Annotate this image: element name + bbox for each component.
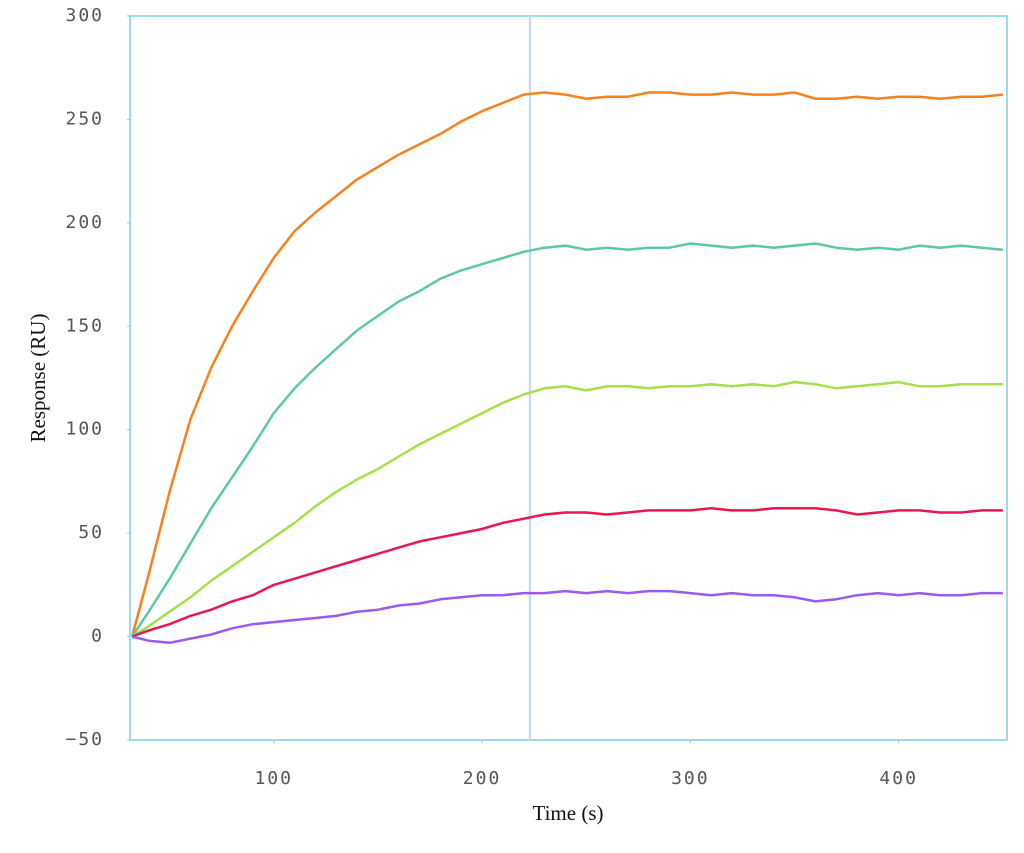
y-tick-label: 150 [65,315,104,336]
y-tick-label: 50 [78,522,104,543]
y-tick-label: 200 [65,212,104,233]
series-line [131,242,1003,638]
y-tick-label: 0 [91,626,104,647]
series-line [131,380,1003,638]
y-axis-title: Response (RU) [26,314,50,443]
series-line [131,589,1003,645]
plot-frame [129,15,1008,741]
x-tick-label: 400 [879,768,918,789]
x-axis-title: Time (s) [533,801,604,825]
y-tick-label: 250 [65,108,104,129]
y-tick-label: 300 [65,5,104,26]
y-tick-label: −50 [65,729,104,750]
series-line [131,507,1003,638]
series-line [130,91,1003,637]
x-tick-label: 300 [671,768,710,789]
x-tick-label: 100 [254,768,293,789]
x-tick-label: 200 [463,768,502,789]
y-tick-label: 100 [65,419,104,440]
